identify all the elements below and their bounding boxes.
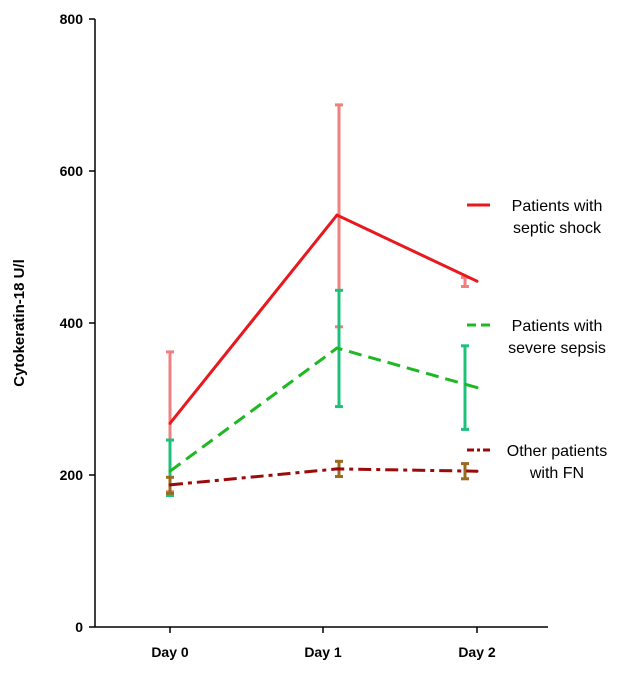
data-point <box>168 421 172 425</box>
series-line <box>169 467 478 487</box>
y-tick-label: 800 <box>60 11 84 27</box>
y-tick-label: 600 <box>60 163 84 179</box>
legend-label: Other patients <box>507 443 608 460</box>
y-tick-label: 0 <box>75 619 83 635</box>
legend-label: Patients with <box>512 198 603 215</box>
data-point <box>335 346 339 350</box>
legend-label: Patients with <box>512 318 603 335</box>
data-point <box>475 279 479 283</box>
data-point <box>335 467 339 471</box>
x-tick-label: Day 0 <box>151 644 189 660</box>
series-3 <box>166 459 479 495</box>
data-point <box>168 483 172 487</box>
series-2 <box>166 288 479 498</box>
legend-label: with FN <box>529 465 584 482</box>
y-tick-label: 200 <box>60 467 84 483</box>
y-tick-label: 400 <box>60 315 84 331</box>
data-point <box>168 469 172 473</box>
series-line <box>168 213 478 425</box>
x-tick-label: Day 2 <box>458 644 496 660</box>
data-point <box>475 386 479 390</box>
legend: Patients with septic shock Patients with se… <box>467 198 607 482</box>
data-point <box>335 213 339 217</box>
axes: 0 200 400 600 800 Day 0 Day 1 Day 2 Cytokeratin-… <box>11 11 548 660</box>
x-tick-label: Day 1 <box>304 644 342 660</box>
legend-label: septic shock <box>513 220 602 237</box>
series-1 <box>166 103 479 494</box>
series-layer <box>166 103 479 498</box>
legend-label: severe sepsis <box>508 340 606 357</box>
y-axis-title: Cytokeratin-18 U/l <box>11 259 28 387</box>
data-point <box>475 469 479 473</box>
